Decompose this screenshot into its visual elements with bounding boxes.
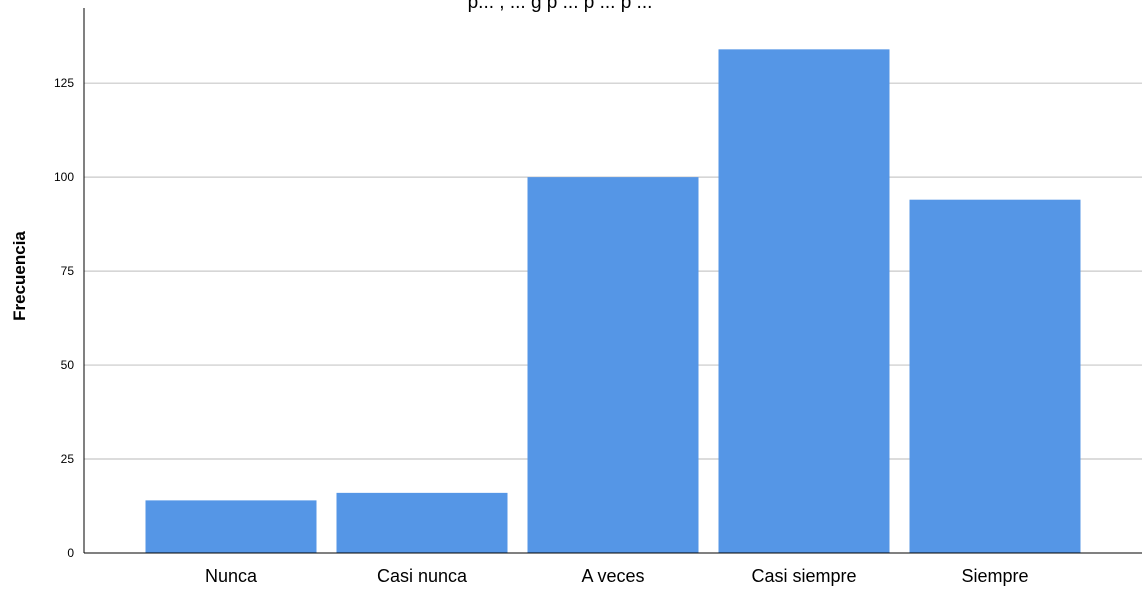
y-tick-label: 50 xyxy=(61,358,75,372)
x-tick-label: Casi siempre xyxy=(751,566,856,586)
bars xyxy=(145,49,1081,554)
bar-casi-siempre xyxy=(718,49,890,554)
y-tick-label: 125 xyxy=(54,76,74,90)
bar-nunca xyxy=(145,500,317,553)
bar-a-veces xyxy=(527,177,699,553)
y-tick-label: 0 xyxy=(67,546,74,560)
y-tick-label: 75 xyxy=(61,264,75,278)
x-tick-label: Siempre xyxy=(961,566,1028,586)
bar-casi-nunca xyxy=(336,492,508,553)
y-axis-label: Frecuencia xyxy=(10,231,29,321)
bar-siempre xyxy=(909,199,1081,554)
y-tick-label: 100 xyxy=(54,170,74,184)
x-tick-label: Nunca xyxy=(205,566,258,586)
x-tick-label: A veces xyxy=(581,566,644,586)
x-tick-label: Casi nunca xyxy=(377,566,468,586)
x-tick-labels: Nunca Casi nunca A veces Casi siempre Siempr… xyxy=(205,566,1029,586)
chart-title: p... , ... g p ... p ... p ... xyxy=(468,0,653,13)
y-tick-labels: 0 25 50 75 100 125 xyxy=(54,76,74,560)
y-tick-label: 25 xyxy=(61,452,75,466)
